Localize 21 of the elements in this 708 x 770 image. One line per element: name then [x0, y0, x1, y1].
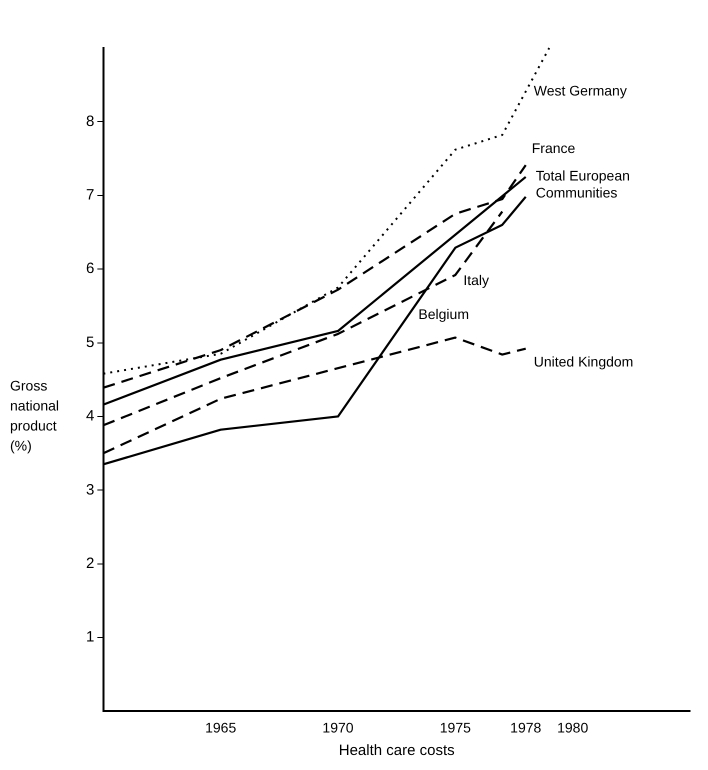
- y-tick-label: 8: [86, 112, 94, 130]
- y-tick-label: 4: [86, 408, 94, 425]
- series-label: United Kingdom: [534, 354, 634, 370]
- y-tick-label: 1: [86, 628, 94, 646]
- x-tick-label: 1980: [557, 719, 588, 736]
- series-label: West Germany: [534, 82, 627, 98]
- y-tick-label: 7: [86, 186, 94, 204]
- y-tick-label: 6: [86, 260, 94, 278]
- series-label: Belgium: [418, 306, 469, 322]
- series-label: Total European Communities: [536, 167, 630, 200]
- y-tick-label: 3: [86, 481, 94, 498]
- x-tick-label: 1978: [510, 719, 542, 736]
- series-label: Italy: [463, 272, 490, 288]
- y-axis-title: Gross national product (%): [10, 377, 60, 454]
- x-axis-title: Health care costs: [338, 742, 455, 760]
- x-tick-label: 1975: [440, 719, 472, 736]
- series-label: France: [532, 140, 576, 156]
- y-tick-label: 2: [86, 554, 94, 572]
- x-tick-label: 1970: [322, 719, 354, 736]
- y-tick-label: 5: [86, 334, 94, 351]
- x-tick-label: 1965: [205, 719, 236, 736]
